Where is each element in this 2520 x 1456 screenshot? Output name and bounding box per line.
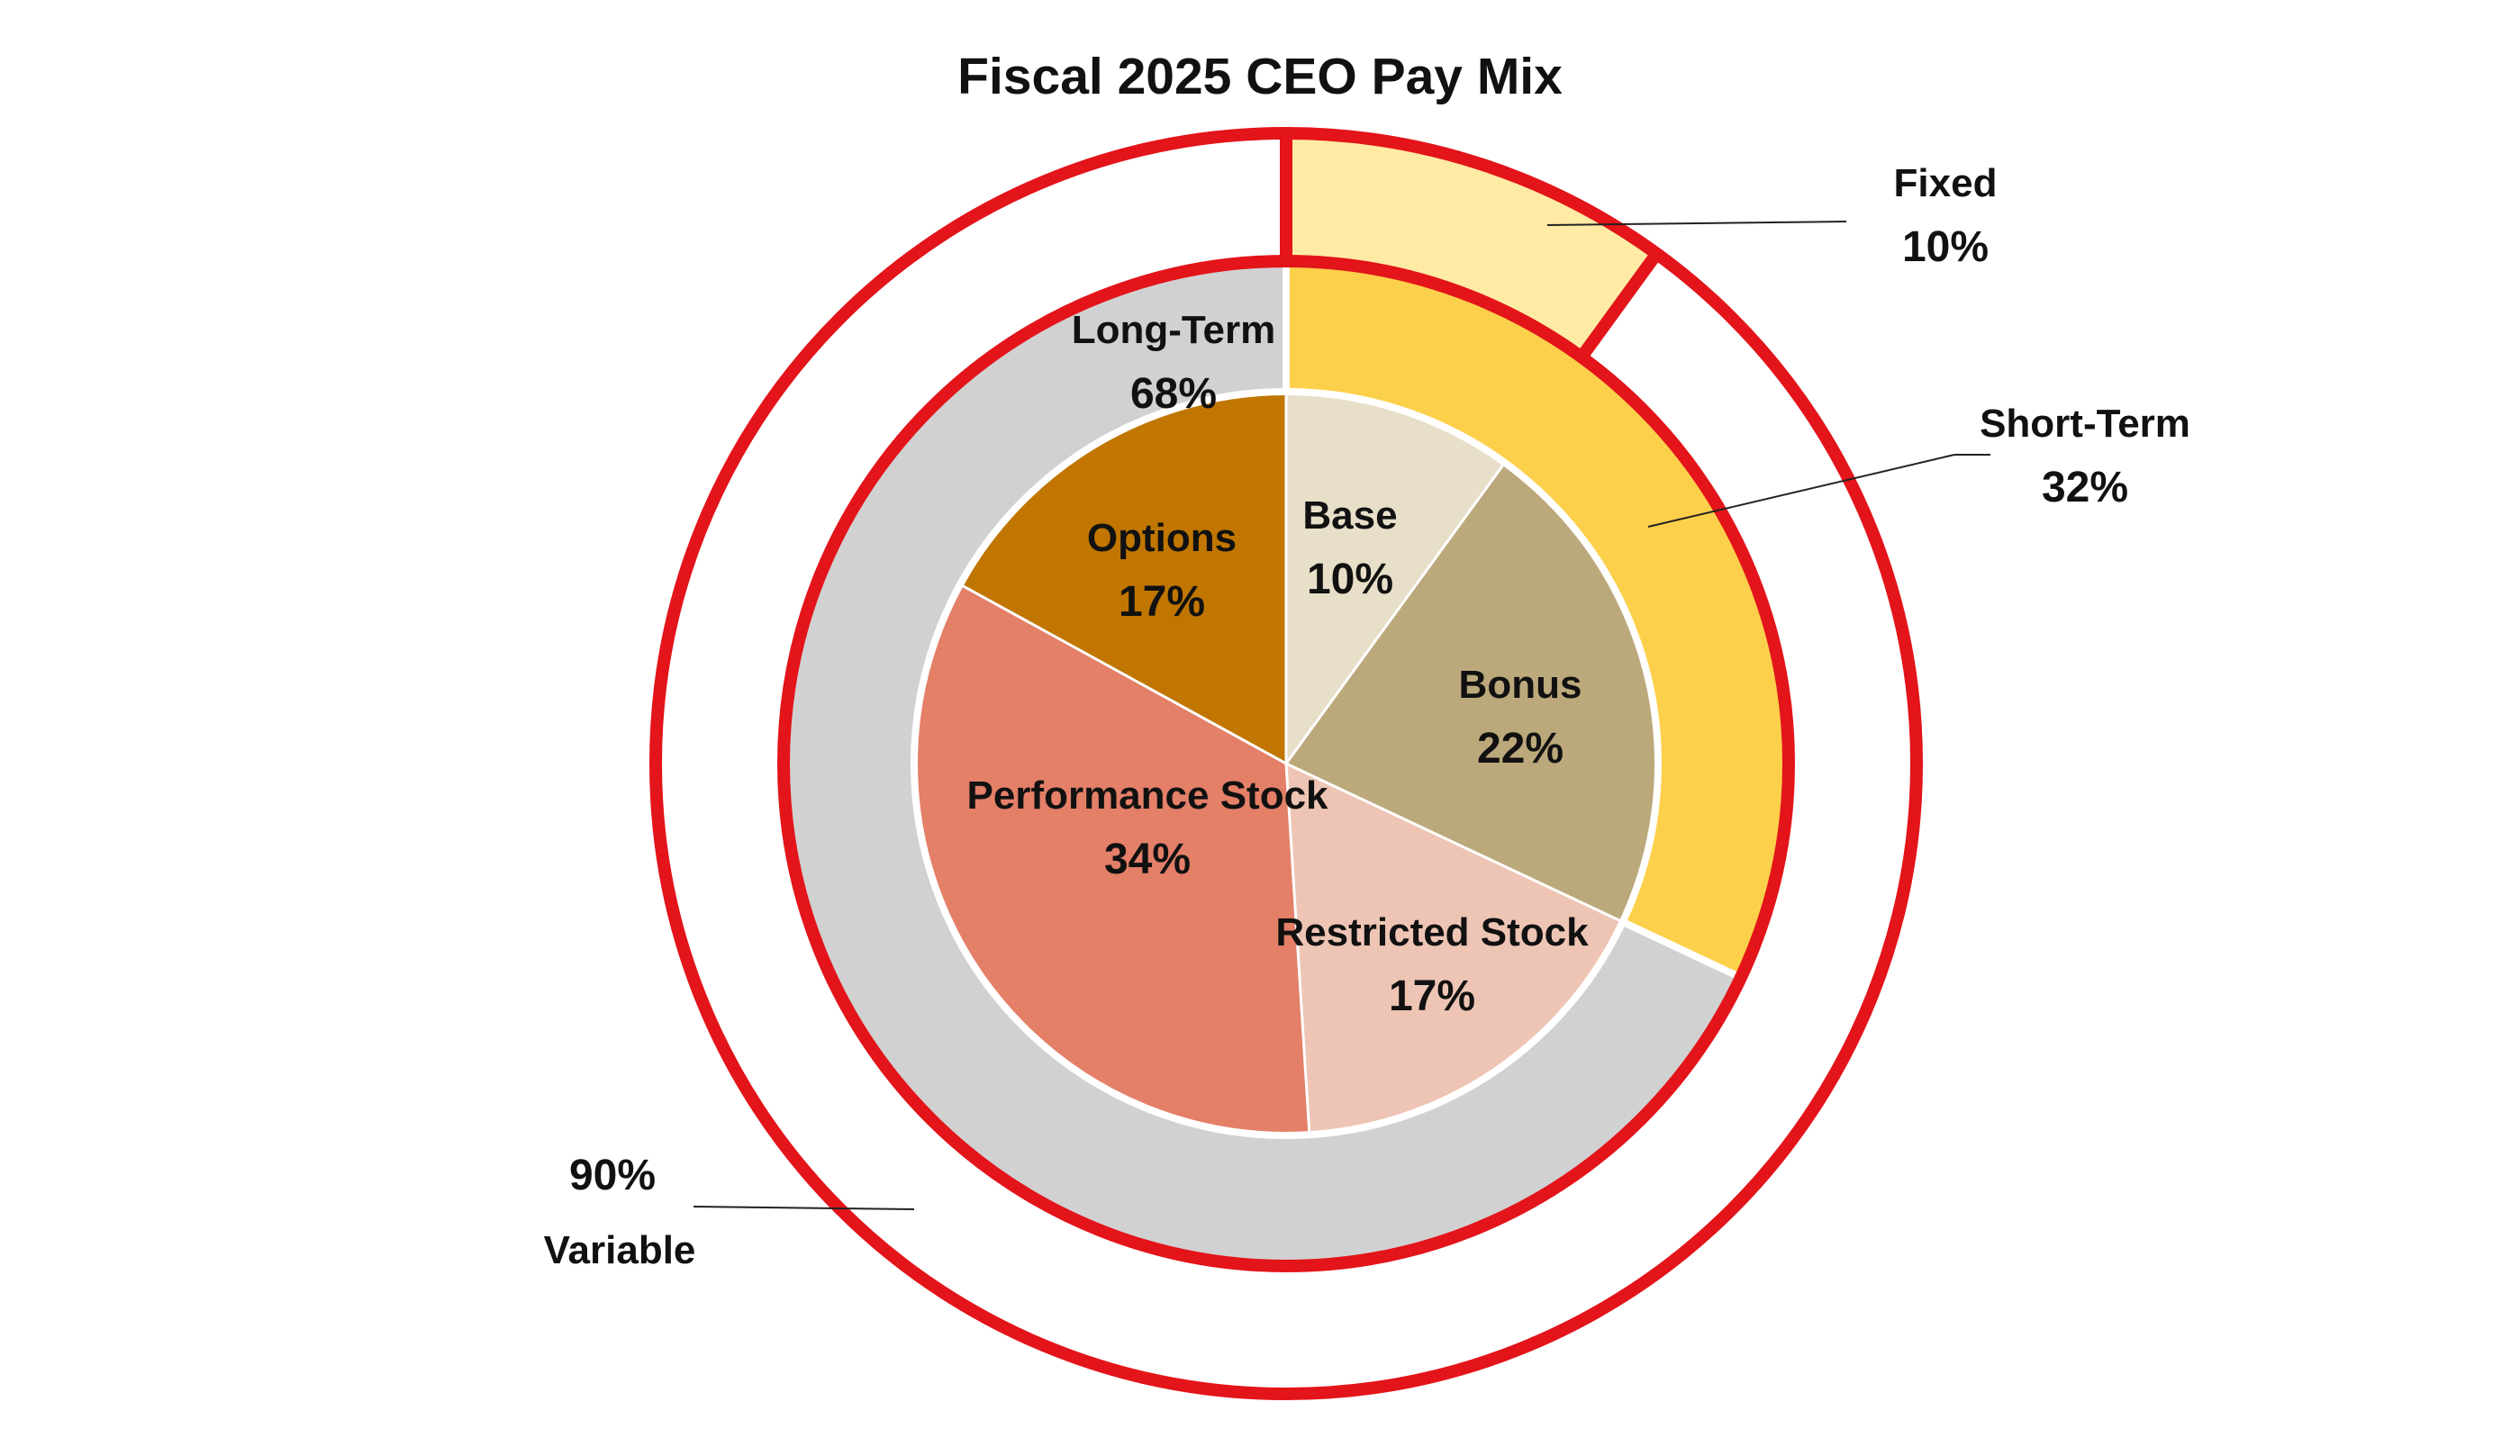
middle-long-term-label: Long-Term [1072, 308, 1276, 352]
outer-fixed-value: 10% [1902, 223, 1989, 271]
outer-ring-border [649, 127, 1923, 1400]
short-term-leader-line [1647, 454, 1955, 528]
outer-variable-value: 90% [569, 1152, 656, 1199]
inner-ring [911, 388, 1662, 1139]
inner-performance-stock-label: Performance Stock [966, 773, 1328, 818]
leader-lines [693, 221, 1990, 1210]
inner-options-value: 17% [1119, 578, 1205, 626]
middle-long-term-value: 68% [1130, 370, 1217, 418]
inner-performance-stock-value: 34% [1104, 836, 1191, 883]
inner-restricted-stock-value: 17% [1389, 972, 1475, 1020]
inner-restricted-stock-label: Restricted Stock [1275, 910, 1589, 954]
middle-short-term-label: Short-Term [1980, 402, 2190, 446]
outer-separator-1 [1576, 249, 1663, 361]
inner-separator-1 [1284, 461, 1506, 764]
middle-separator-1 [1620, 918, 1743, 981]
inner-pie-border [911, 388, 1662, 1139]
middle-ring [777, 255, 1795, 1272]
variable-leader-line [693, 1206, 915, 1210]
inner-bonus-label: Bonus [1459, 663, 1582, 707]
fixed-leader-line [1546, 221, 1847, 226]
outer-fixed-label: Fixed [1894, 161, 1998, 205]
inner-base-value: 10% [1307, 556, 1393, 603]
middle-ring-border [777, 255, 1795, 1272]
outer-variable-label: Variable [544, 1228, 696, 1272]
inner-slice-restricted-stock [1286, 764, 1623, 1135]
inner-slice-base [1286, 392, 1505, 764]
outer-slice-fixed [1286, 133, 1657, 357]
middle-short-term-value: 32% [2042, 464, 2128, 511]
inner-separator-2 [1285, 762, 1624, 924]
inner-base-label: Base [1302, 493, 1397, 538]
inner-options-label: Options [1087, 516, 1237, 560]
chart-title: Fiscal 2025 CEO Pay Mix [957, 48, 1563, 105]
inner-separator-4 [959, 583, 1287, 765]
slice-labels: Base 10% Bonus 22% Restricted Stock 17% Perfor… [544, 161, 2190, 1272]
inner-bonus-value: 22% [1477, 725, 1564, 773]
inner-separator-3 [1284, 763, 1311, 1135]
outer-ring [649, 127, 1923, 1400]
